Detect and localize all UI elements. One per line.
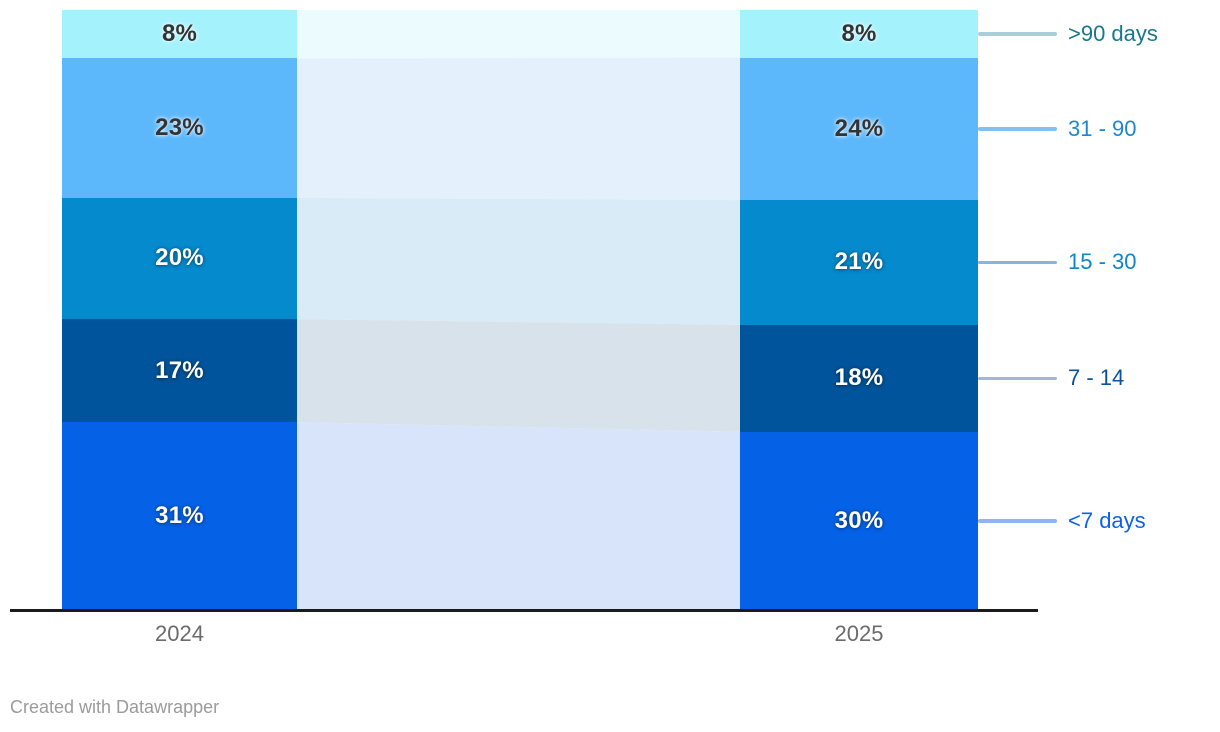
value-label-31-90-2025: 24%	[834, 114, 884, 142]
leader-line-7-14	[978, 376, 1057, 381]
value-label-gt-90-days-2024: 8%	[161, 20, 198, 48]
legend-label-7-14: 7 - 14	[1068, 365, 1125, 391]
legend-label-gt-90-days: >90 days	[1068, 20, 1158, 46]
column-2025: 8% 24% 21% 18% 30%	[740, 10, 978, 610]
connector-band-lt-7-days	[297, 422, 740, 610]
value-label-15-30-2024: 20%	[155, 244, 204, 272]
legend-label-15-30: 15 - 30	[1068, 249, 1137, 275]
value-label-lt-7-days-2025: 30%	[834, 506, 884, 534]
leader-line-15-30	[978, 260, 1057, 265]
value-label-15-30-2025: 21%	[834, 248, 884, 276]
leader-line-lt-7-days	[978, 519, 1057, 523]
value-label-gt-90-days-2025: 8%	[841, 19, 877, 47]
legend-label-31-90: 31 - 90	[1068, 115, 1137, 141]
connector-band-15-30	[297, 197, 740, 325]
segment-7-14-2025[interactable]: 18%	[740, 324, 978, 432]
leader-line-31-90	[978, 127, 1057, 131]
value-label-lt-7-days-2024: 31%	[155, 502, 204, 530]
column-2024: 8% 23% 20% 17% 31%	[62, 10, 297, 610]
value-label-7-14-2025: 18%	[834, 364, 884, 392]
segment-15-30-2025[interactable]: 21%	[740, 200, 978, 325]
x-axis-label-2024: 2024	[155, 621, 204, 646]
legend-label-lt-7-days: <7 days	[1068, 507, 1146, 533]
leader-line-gt-90-days	[978, 32, 1057, 36]
segment-7-14-2024[interactable]: 17%	[62, 319, 297, 423]
segment-lt-7-days-2025[interactable]: 30%	[740, 431, 978, 610]
attribution-text[interactable]: Created with Datawrapper	[10, 697, 220, 717]
value-label-7-14-2024: 17%	[155, 356, 204, 384]
segment-gt-90-days-2025[interactable]: 8%	[740, 10, 978, 58]
segment-15-30-2024[interactable]: 20%	[62, 197, 297, 320]
value-label-31-90-2024: 23%	[155, 114, 204, 142]
x-axis-label-2025: 2025	[834, 621, 884, 646]
segment-lt-7-days-2024[interactable]: 31%	[62, 422, 297, 610]
connector-band-31-90	[297, 57, 740, 201]
x-axis-line	[10, 608, 1038, 612]
segment-31-90-2025[interactable]: 24%	[740, 57, 978, 201]
connector-band-gt-90-days	[297, 10, 740, 59]
segment-31-90-2024[interactable]: 23%	[62, 58, 297, 198]
segment-gt-90-days-2024[interactable]: 8%	[62, 10, 297, 59]
connector-band-7-14	[297, 319, 740, 432]
